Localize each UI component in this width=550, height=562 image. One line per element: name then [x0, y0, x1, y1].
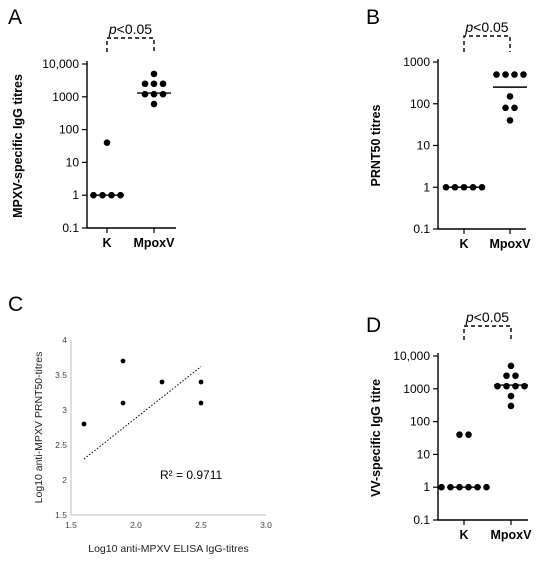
data-point: [120, 358, 126, 364]
panel-c: C 1.5 2 2.5 3 3.5 4 1.5 2.0 2.5 3.0 Log10 anti-MPXV…: [8, 293, 272, 555]
data-point: [502, 71, 509, 78]
y-tick-label: 1: [423, 180, 430, 194]
p-value-label: p<0.05: [108, 21, 152, 37]
x-tick-label: 1.5: [65, 520, 77, 530]
x-category-label: MpoxV: [491, 528, 533, 542]
y-tick-label: 1: [72, 188, 79, 202]
data-point: [503, 382, 510, 390]
panel-letter: D: [366, 314, 381, 337]
data-point: [150, 70, 158, 78]
y-tick-label: 1: [423, 480, 430, 494]
panel-d: D 0.1 1 10 100 1000 10,000 VV-specific IgG titr…: [366, 309, 532, 542]
data-point: [141, 90, 149, 98]
data-point: [494, 382, 501, 390]
x-tick-label: 2.0: [130, 520, 142, 530]
significance-bracket: [463, 35, 511, 52]
data-point: [120, 400, 126, 406]
y-tick-label: 4: [62, 335, 67, 345]
panel-b: B 0.1 1 10 100 1000 PRNT50 titres K MpoxV p<0.05: [366, 6, 531, 251]
trendline: [83, 366, 202, 460]
y-tick-label: 100: [410, 415, 430, 429]
data-point: [198, 379, 204, 385]
y-axis-title: Log10 anti-MPXV PRNT50-titres: [33, 352, 45, 504]
y-tick-label: 2.5: [55, 440, 67, 450]
y-tick-label: 3: [62, 405, 67, 415]
panel-letter: B: [366, 6, 380, 29]
significance-bracket: [106, 37, 155, 52]
x-category-label: MpoxV: [490, 237, 532, 251]
x-category-label: K: [459, 528, 468, 542]
y-tick-label: 10,000: [393, 349, 430, 363]
y-tick-label: 1000: [52, 90, 79, 104]
x-tick-label: 2.5: [195, 520, 207, 530]
p-value-label: p<0.05: [465, 309, 509, 325]
data-point: [507, 362, 515, 370]
data-point: [159, 90, 167, 98]
data-point: [159, 80, 167, 88]
y-tick-label: 10,000: [42, 57, 79, 71]
data-point: [503, 372, 510, 380]
p-threshold: <0.05: [474, 309, 510, 325]
p-symbol: p: [464, 19, 473, 35]
data-point: [103, 139, 111, 146]
data-point: [159, 379, 165, 385]
data-point: [520, 71, 527, 78]
y-axis-title: MPXV-specific IgG titres: [11, 74, 25, 218]
p-symbol: p: [108, 21, 117, 37]
data-point: [442, 183, 450, 191]
y-tick-label: 10: [66, 155, 80, 169]
y-tick-label: 10: [417, 139, 431, 153]
significance-bracket: [463, 325, 512, 340]
data-point: [507, 392, 515, 400]
y-tick-label: 1000: [403, 382, 430, 396]
y-tick-label: 0.1: [413, 222, 430, 236]
p-threshold: <0.05: [473, 19, 509, 35]
data-point: [478, 183, 486, 191]
y-tick-label: 100: [59, 123, 79, 137]
data-point: [511, 71, 518, 78]
x-category-label: MpoxV: [134, 236, 176, 250]
data-point: [150, 90, 158, 98]
data-point: [506, 93, 514, 100]
p-value-label: p<0.05: [464, 19, 508, 35]
y-tick-label: 3.5: [55, 370, 67, 380]
r-squared-label: R² = 0.9711: [160, 468, 222, 482]
data-point: [507, 402, 515, 410]
data-point: [512, 382, 519, 390]
data-point: [511, 104, 518, 112]
y-axis-title: PRNT50 titres: [369, 104, 383, 186]
y-tick-label: 100: [410, 97, 430, 111]
y-tick-label: 2: [62, 475, 67, 485]
y-axis-title: VV-specific IgG titre: [369, 379, 383, 497]
x-axis-title: Log10 anti-MPXV ELISA IgG-titres: [88, 543, 249, 555]
data-point: [81, 421, 87, 427]
data-point: [502, 104, 509, 112]
data-point: [150, 100, 158, 108]
x-category-label: K: [102, 236, 111, 250]
y-tick-label: 10: [417, 447, 431, 461]
data-point: [493, 71, 500, 78]
data-point: [506, 117, 514, 124]
y-tick-label: 1000: [403, 55, 430, 69]
data-point: [198, 400, 204, 406]
data-point: [150, 80, 158, 88]
data-point: [521, 382, 528, 390]
y-tick-label: 0.1: [62, 221, 79, 235]
x-tick-label: 3.0: [260, 520, 272, 530]
data-point: [438, 483, 445, 491]
panel-letter: A: [8, 6, 22, 29]
data-point: [512, 372, 519, 380]
data-point: [141, 80, 149, 88]
data-point: [483, 483, 490, 491]
y-tick-label: 0.1: [413, 513, 430, 527]
panel-letter: C: [8, 293, 23, 316]
x-category-label: K: [459, 237, 468, 251]
panel-a: A 0.1 1 10 100 1000 10,000 MPXV-specific IgG ti…: [8, 6, 176, 250]
data-point: [465, 431, 472, 438]
p-symbol: p: [465, 309, 474, 325]
y-tick-label: 1.5: [55, 510, 67, 520]
p-threshold: <0.05: [117, 21, 153, 37]
data-point: [456, 431, 463, 438]
